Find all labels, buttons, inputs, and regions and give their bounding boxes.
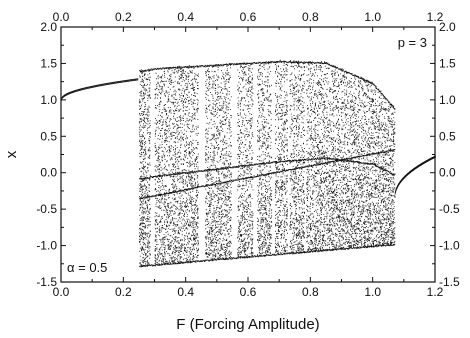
points-layer <box>61 59 436 268</box>
y-tick-label-right: -1.5 <box>439 275 460 289</box>
x-tick-label: 0.8 <box>302 285 319 299</box>
y-tick-label: 2.0 <box>40 20 57 34</box>
x-tick-label: 0.0 <box>53 285 70 299</box>
x-tick-label-top: 0.6 <box>240 10 257 24</box>
x-tick-label: 1.2 <box>427 285 444 299</box>
period-annotation: p = 3 <box>398 35 427 50</box>
x-tick-label-top: 0.4 <box>177 10 194 24</box>
y-tick-label: -0.5 <box>36 202 57 216</box>
y-tick-label: 1.0 <box>40 93 57 107</box>
y-tick-label: 0.5 <box>40 129 57 143</box>
plot-frame <box>60 26 436 283</box>
x-tick-label: 0.2 <box>115 285 132 299</box>
labels-layer: 0.0 0.0 0.2 0.2 0.4 0.4 0.6 0.6 0.8 0.8 1.0 1.0 1.2 1… <box>36 10 460 299</box>
y-tick-label: 1.5 <box>40 56 57 70</box>
x-tick-label-top: 0.0 <box>53 10 70 24</box>
x-tick-label-top: 1.0 <box>364 10 381 24</box>
x-axis-title: F (Forcing Amplitude) <box>176 316 319 333</box>
y-axis-title: x <box>3 150 20 158</box>
y-tick-label: -1.5 <box>36 275 57 289</box>
y-tick-label-right: 0.0 <box>439 166 456 180</box>
y-tick-label-right: 0.5 <box>439 129 456 143</box>
y-tick-label-right: 1.0 <box>439 93 456 107</box>
y-tick-label: 0.0 <box>40 166 57 180</box>
y-tick-label-right: -1.0 <box>439 239 460 253</box>
alpha-annotation: α = 0.5 <box>67 260 107 275</box>
bifurcation-points <box>61 59 436 268</box>
x-tick-label: 1.0 <box>364 285 381 299</box>
x-tick-label: 0.6 <box>240 285 257 299</box>
x-tick-label-top: 1.2 <box>427 10 444 24</box>
y-tick-label: -1.0 <box>36 239 57 253</box>
y-tick-label-right: -0.5 <box>439 202 460 216</box>
y-tick-label-right: 1.5 <box>439 56 456 70</box>
x-tick-label: 0.4 <box>177 285 194 299</box>
y-tick-label-right: 2.0 <box>439 20 456 34</box>
x-tick-label-top: 0.8 <box>302 10 319 24</box>
x-tick-label-top: 0.2 <box>115 10 132 24</box>
